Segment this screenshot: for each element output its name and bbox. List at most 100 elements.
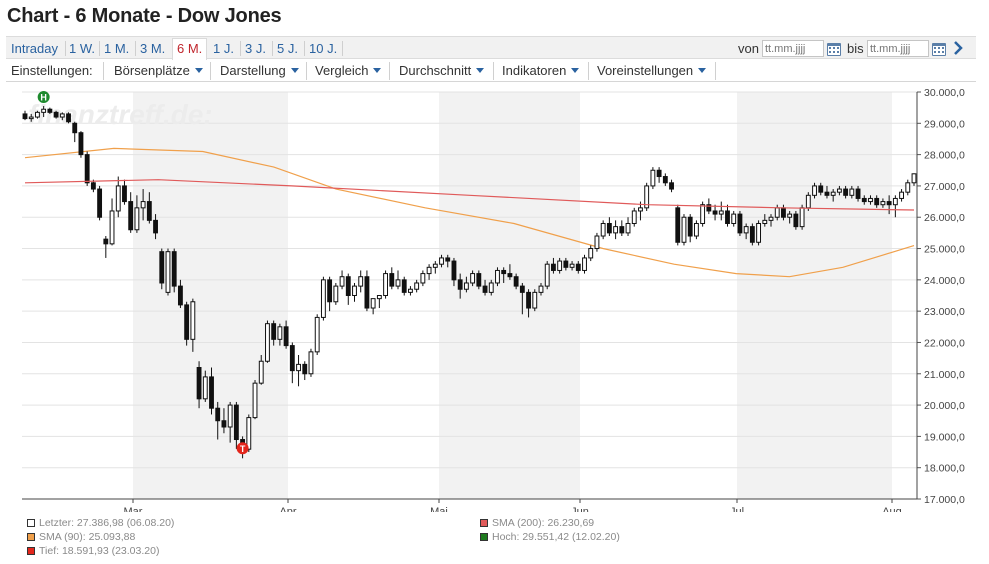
menu-vergleich[interactable]: Vergleich <box>315 63 382 78</box>
candle-body <box>401 279 407 293</box>
candle-body <box>768 216 774 221</box>
range-intraday[interactable]: Intraday <box>11 41 58 56</box>
menu-indikatoren[interactable]: Indikatoren <box>502 63 580 78</box>
candle-body <box>675 207 681 243</box>
from-date-input[interactable] <box>762 40 824 57</box>
candle-body <box>762 219 768 224</box>
range-1m[interactable]: 1 M. <box>104 41 130 56</box>
menu-label: Durchschnitt <box>399 63 472 78</box>
candle-body <box>495 269 500 284</box>
menu-durchschnitt[interactable]: Durchschnitt <box>399 63 485 78</box>
menu-divider <box>715 62 716 80</box>
legend-item: Letzter: 27.386,98 (06.08.20) <box>27 517 174 529</box>
candle-body <box>476 273 482 287</box>
legend-label: Letzter: 27.386,98 (06.08.20) <box>39 517 175 529</box>
candle-body <box>339 276 345 287</box>
candle-body <box>202 376 208 400</box>
candle-body <box>588 248 594 259</box>
legend-item: Hoch: 29.551,42 (12.02.20) <box>480 531 620 543</box>
candle-body <box>886 201 892 206</box>
legend-swatch <box>27 519 35 527</box>
candle-body <box>84 154 90 184</box>
candle-body <box>66 113 71 123</box>
y-tick-label: 18.000,0 <box>924 463 965 475</box>
candle-body <box>327 279 333 303</box>
calendar-icon[interactable] <box>826 41 842 57</box>
legend-swatch <box>27 533 35 541</box>
range-5y[interactable]: 5 J. <box>277 41 298 56</box>
candle-body <box>824 191 830 196</box>
caret-down-icon <box>373 68 382 73</box>
candle-body <box>644 185 650 209</box>
candle-body <box>507 273 513 278</box>
legend-label: SMA (200): 26.230,69 <box>492 517 595 529</box>
legend-label: Hoch: 29.551,42 (12.02.20) <box>492 531 620 543</box>
candle-body <box>781 207 786 218</box>
legend-item: SMA (90): 25.093,88 <box>27 531 135 543</box>
candle-body <box>513 276 519 287</box>
candle-body <box>569 263 575 268</box>
candle-body <box>35 111 40 118</box>
menu-divider <box>588 62 589 80</box>
candle-body <box>526 291 531 309</box>
candle-body <box>532 291 538 309</box>
candle-body <box>258 360 264 384</box>
y-tick-label: 19.000,0 <box>924 431 965 443</box>
range-3m[interactable]: 3 M. <box>140 41 166 56</box>
candle-body <box>818 185 824 193</box>
range-divider <box>240 41 241 56</box>
range-1y[interactable]: 1 J. <box>213 41 234 56</box>
month-band <box>133 92 288 499</box>
candle-body <box>787 213 793 218</box>
candle-body <box>277 326 283 340</box>
candle-body <box>97 188 103 218</box>
x-tick-label: Mai <box>430 506 448 512</box>
y-tick-label: 28.000,0 <box>924 150 965 162</box>
candle-body <box>681 216 687 243</box>
candle-body <box>432 263 438 268</box>
to-date-input[interactable] <box>867 40 929 57</box>
settings-label: Einstellungen: <box>11 63 93 78</box>
candle-body <box>718 210 724 215</box>
candle-body <box>911 173 917 184</box>
candle-body <box>171 251 177 287</box>
range-1w[interactable]: 1 W. <box>69 41 96 56</box>
legend-item: SMA (200): 26.230,69 <box>480 517 594 529</box>
candle-body <box>395 279 401 287</box>
candle-body <box>78 132 84 156</box>
candle-body <box>134 207 140 231</box>
high-marker-label: H <box>40 93 47 103</box>
candle-body <box>830 191 836 196</box>
candle-body <box>725 210 730 224</box>
candle-body <box>575 263 581 271</box>
candle-body <box>109 210 115 245</box>
candle-body <box>28 116 34 120</box>
candle-body <box>905 182 911 193</box>
menu-label: Börsenplätze <box>114 63 190 78</box>
menu-boersenplaetze[interactable]: Börsenplätze <box>114 63 203 78</box>
candle-body <box>731 213 737 224</box>
candle-body <box>855 188 861 199</box>
candle-body <box>868 197 873 203</box>
candle-body <box>793 213 799 228</box>
candle-body <box>352 285 357 297</box>
candle-body <box>41 108 47 113</box>
candle-body <box>563 260 569 268</box>
candle-body <box>376 295 382 300</box>
menu-label: Voreinstellungen <box>597 63 694 78</box>
menu-darstellung[interactable]: Darstellung <box>220 63 299 78</box>
range-divider <box>304 41 305 56</box>
range-6m[interactable]: 6 M. <box>172 38 208 60</box>
candle-body <box>47 108 53 113</box>
legend-swatch <box>480 519 488 527</box>
range-3y[interactable]: 3 J. <box>245 41 266 56</box>
menu-voreinstellungen[interactable]: Voreinstellungen <box>597 63 707 78</box>
candle-body <box>445 257 451 262</box>
range-10y[interactable]: 10 J. <box>309 41 338 56</box>
candle-body <box>320 279 326 318</box>
chevron-right-icon[interactable] <box>952 39 964 57</box>
range-divider <box>342 41 343 56</box>
menu-divider <box>306 62 307 80</box>
calendar-icon[interactable] <box>931 41 947 57</box>
caret-down-icon <box>698 68 707 73</box>
